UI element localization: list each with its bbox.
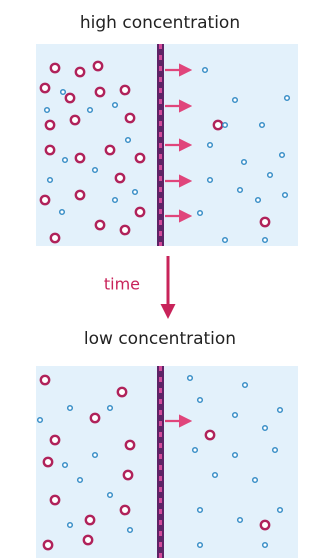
solute-small <box>208 143 213 148</box>
solute-small <box>68 523 73 528</box>
top-label: high concentration <box>80 13 240 33</box>
solute-large <box>214 121 222 129</box>
solute-large <box>94 62 102 70</box>
bottom-label: low concentration <box>84 329 236 349</box>
solute-large <box>51 64 59 72</box>
solute-small <box>278 408 283 413</box>
solute-small <box>263 543 268 548</box>
solute-small <box>268 173 273 178</box>
solute-large <box>96 221 104 229</box>
solute-small <box>285 96 290 101</box>
solute-large <box>66 94 74 102</box>
solute-large <box>76 191 84 199</box>
solute-small <box>238 188 243 193</box>
time-label: time <box>104 275 140 294</box>
solute-large <box>136 154 144 162</box>
solute-small <box>188 376 193 381</box>
solute-large <box>136 208 144 216</box>
solute-small <box>198 211 203 216</box>
solute-small <box>88 108 93 113</box>
solute-large <box>116 174 124 182</box>
solute-small <box>63 463 68 468</box>
solute-small <box>38 418 43 423</box>
solute-large <box>41 84 49 92</box>
solute-small <box>243 383 248 388</box>
solute-small <box>68 406 73 411</box>
solute-small <box>45 108 50 113</box>
solute-large <box>44 541 52 549</box>
solute-large <box>84 536 92 544</box>
solute-small <box>108 493 113 498</box>
solute-small <box>198 508 203 513</box>
solute-small <box>283 193 288 198</box>
solute-small <box>242 160 247 165</box>
solute-small <box>278 508 283 513</box>
solute-small <box>256 198 261 203</box>
solute-small <box>198 543 203 548</box>
solute-small <box>208 178 213 183</box>
solute-large <box>86 516 94 524</box>
solute-large <box>96 88 104 96</box>
solute-large <box>46 121 54 129</box>
solute-large <box>121 86 129 94</box>
solute-small <box>108 406 113 411</box>
solute-large <box>71 116 79 124</box>
solute-small <box>238 518 243 523</box>
solute-small <box>233 98 238 103</box>
solute-large <box>51 496 59 504</box>
solute-small <box>93 168 98 173</box>
solute-large <box>261 218 269 226</box>
solute-large <box>91 414 99 422</box>
solute-small <box>61 90 66 95</box>
solute-small <box>128 528 133 533</box>
solute-small <box>233 413 238 418</box>
solute-small <box>126 138 131 143</box>
solute-small <box>203 68 208 73</box>
solute-small <box>93 453 98 458</box>
solute-large <box>118 388 126 396</box>
solute-large <box>41 196 49 204</box>
solute-small <box>133 190 138 195</box>
solute-large <box>126 114 134 122</box>
solute-large <box>121 506 129 514</box>
diffusion-diagram: high concentration time low concentratio… <box>0 0 314 558</box>
solute-small <box>213 473 218 478</box>
solute-small <box>233 453 238 458</box>
solute-large <box>51 234 59 242</box>
solute-large <box>106 146 114 154</box>
solute-large <box>206 431 214 439</box>
membrane <box>157 366 164 558</box>
solute-small <box>48 178 53 183</box>
solute-large <box>44 458 52 466</box>
solute-small <box>113 103 118 108</box>
solute-small <box>113 198 118 203</box>
solute-small <box>263 238 268 243</box>
solute-small <box>193 448 198 453</box>
solute-large <box>76 68 84 76</box>
solute-large <box>121 226 129 234</box>
solute-small <box>260 123 265 128</box>
solute-small <box>223 123 228 128</box>
solute-small <box>253 478 258 483</box>
solute-small <box>60 210 65 215</box>
solute-small <box>273 448 278 453</box>
solute-small <box>280 153 285 158</box>
solute-small <box>198 398 203 403</box>
solute-small <box>223 238 228 243</box>
solute-large <box>126 441 134 449</box>
solute-large <box>76 154 84 162</box>
solute-large <box>51 436 59 444</box>
solute-small <box>63 158 68 163</box>
solute-large <box>261 521 269 529</box>
solute-large <box>124 471 132 479</box>
solute-large <box>46 146 54 154</box>
solute-small <box>263 426 268 431</box>
solute-large <box>41 376 49 384</box>
solute-small <box>78 478 83 483</box>
bottom-panel <box>36 366 298 558</box>
